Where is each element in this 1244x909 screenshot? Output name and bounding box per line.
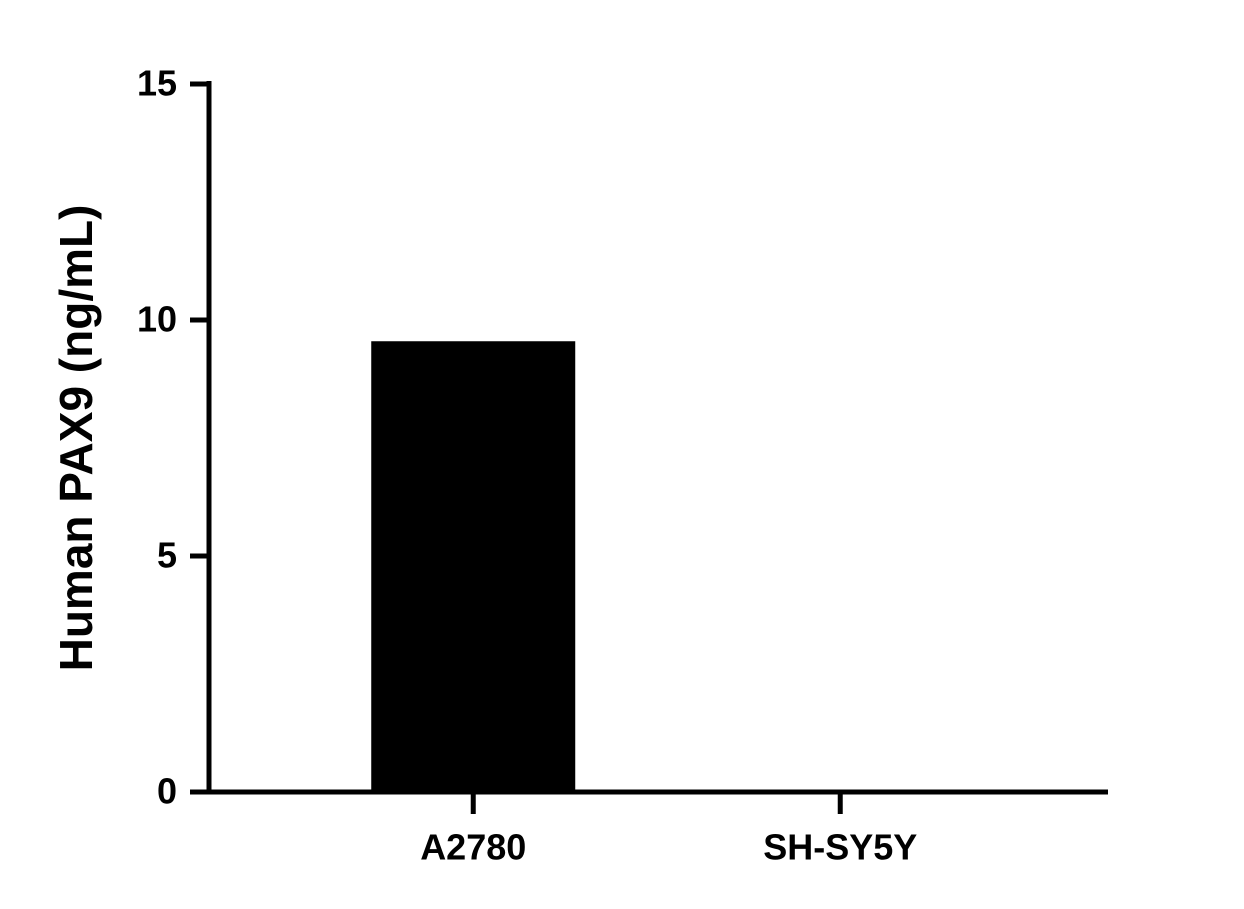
y-tick-label: 5 [157,535,177,576]
bar [371,341,576,792]
x-tick-label: A2780 [420,827,526,868]
y-axis-label: Human PAX9 (ng/mL) [50,205,102,672]
y-tick-label: 15 [137,63,177,104]
x-tick-label: SH-SY5Y [763,827,917,868]
y-tick-label: 0 [157,771,177,812]
y-tick-label: 10 [137,299,177,340]
